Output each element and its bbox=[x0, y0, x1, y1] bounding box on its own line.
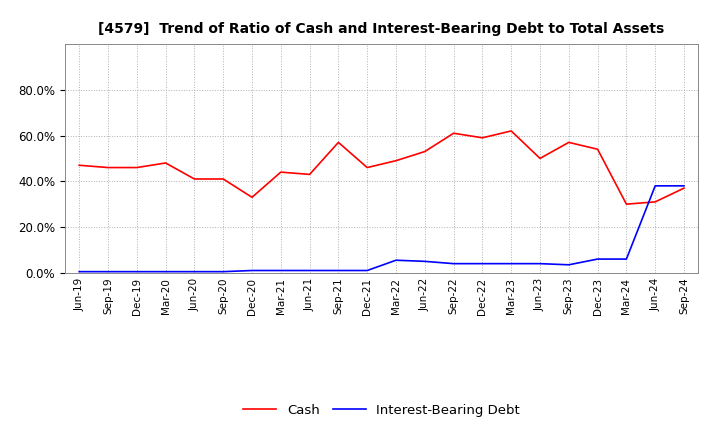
Interest-Bearing Debt bbox=[190, 269, 199, 274]
Interest-Bearing Debt bbox=[248, 268, 256, 273]
Cash bbox=[363, 165, 372, 170]
Line: Interest-Bearing Debt: Interest-Bearing Debt bbox=[79, 186, 684, 271]
Cash bbox=[478, 135, 487, 140]
Interest-Bearing Debt bbox=[161, 269, 170, 274]
Cash bbox=[276, 169, 285, 175]
Interest-Bearing Debt bbox=[449, 261, 458, 266]
Interest-Bearing Debt bbox=[651, 183, 660, 188]
Cash bbox=[449, 131, 458, 136]
Cash bbox=[75, 163, 84, 168]
Interest-Bearing Debt bbox=[593, 257, 602, 262]
Cash bbox=[334, 140, 343, 145]
Interest-Bearing Debt bbox=[536, 261, 544, 266]
Cash bbox=[190, 176, 199, 182]
Cash bbox=[622, 202, 631, 207]
Cash bbox=[593, 147, 602, 152]
Cash bbox=[564, 140, 573, 145]
Interest-Bearing Debt bbox=[334, 268, 343, 273]
Interest-Bearing Debt bbox=[75, 269, 84, 274]
Line: Cash: Cash bbox=[79, 131, 684, 204]
Interest-Bearing Debt bbox=[564, 262, 573, 268]
Cash bbox=[392, 158, 400, 163]
Cash bbox=[305, 172, 314, 177]
Interest-Bearing Debt bbox=[276, 268, 285, 273]
Interest-Bearing Debt bbox=[363, 268, 372, 273]
Title: [4579]  Trend of Ratio of Cash and Interest-Bearing Debt to Total Assets: [4579] Trend of Ratio of Cash and Intere… bbox=[99, 22, 665, 36]
Interest-Bearing Debt bbox=[478, 261, 487, 266]
Cash bbox=[536, 156, 544, 161]
Interest-Bearing Debt bbox=[219, 269, 228, 274]
Cash bbox=[132, 165, 141, 170]
Cash bbox=[680, 186, 688, 191]
Interest-Bearing Debt bbox=[507, 261, 516, 266]
Cash bbox=[161, 160, 170, 165]
Cash bbox=[219, 176, 228, 182]
Cash bbox=[248, 194, 256, 200]
Cash bbox=[507, 128, 516, 134]
Interest-Bearing Debt bbox=[680, 183, 688, 188]
Cash bbox=[651, 199, 660, 205]
Interest-Bearing Debt bbox=[132, 269, 141, 274]
Interest-Bearing Debt bbox=[104, 269, 112, 274]
Interest-Bearing Debt bbox=[622, 257, 631, 262]
Cash bbox=[104, 165, 112, 170]
Legend: Cash, Interest-Bearing Debt: Cash, Interest-Bearing Debt bbox=[238, 398, 526, 422]
Interest-Bearing Debt bbox=[392, 257, 400, 263]
Cash bbox=[420, 149, 429, 154]
Interest-Bearing Debt bbox=[305, 268, 314, 273]
Interest-Bearing Debt bbox=[420, 259, 429, 264]
